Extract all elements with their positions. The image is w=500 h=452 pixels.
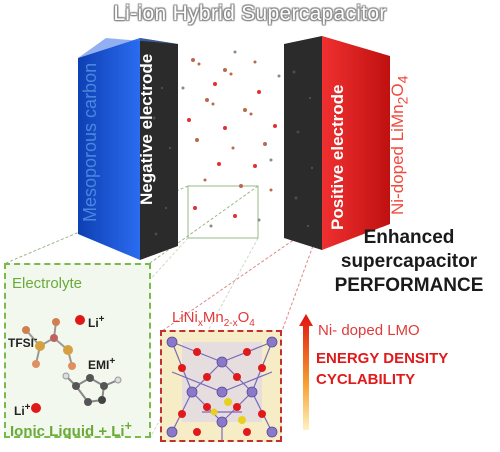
ni-doped-lmo-label: Ni- doped LMO bbox=[318, 322, 420, 339]
crystal-formula: LiNixMn2-xO4 bbox=[172, 309, 255, 329]
ionic-liquid-label: Ionic Liquid + Li+ bbox=[10, 419, 132, 440]
performance-heading: Enhanced supercapacitor PERFORMANCE bbox=[318, 226, 500, 298]
electrolyte-title: Electrolyte bbox=[12, 275, 83, 292]
energy-density-label: ENERGY DENSITY bbox=[316, 350, 449, 367]
positive-electrode bbox=[284, 36, 390, 250]
tfsi-molecule-icon bbox=[22, 318, 76, 370]
crystal-structure-inset bbox=[160, 330, 282, 442]
electrolyte-molecules bbox=[22, 315, 122, 413]
negative-electrode bbox=[78, 38, 178, 260]
performance-line-1: Enhanced bbox=[363, 227, 455, 248]
li-top-label: Li+ bbox=[88, 314, 105, 330]
emi-label: EMI+ bbox=[88, 356, 116, 372]
li-ion-icon bbox=[31, 403, 41, 413]
crystal-lattice-icon bbox=[166, 336, 278, 440]
negative-electrode-label: Negative electrode bbox=[137, 53, 156, 205]
cyclability-label: CYCLABILITY bbox=[316, 371, 416, 388]
positive-material-label: Ni-doped LiMn2O4 bbox=[388, 75, 412, 215]
emi-molecule-icon bbox=[62, 372, 122, 406]
li-ion-icon bbox=[75, 315, 85, 325]
positive-electrode-label: Positive electrode bbox=[328, 84, 347, 230]
tfsi-label: TFSI- bbox=[8, 334, 38, 350]
performance-line-3: PERFORMANCE bbox=[334, 275, 484, 296]
increase-arrow-icon bbox=[299, 314, 313, 430]
electrolyte-inset bbox=[4, 263, 151, 438]
negative-material-label: Mesoporous carbon bbox=[80, 62, 100, 222]
diagram-title: Li-ion Hybrid Supercapacitor bbox=[113, 2, 387, 25]
ion-cloud bbox=[181, 50, 281, 228]
li-bottom-label: Li+ bbox=[14, 402, 31, 418]
performance-line-2: supercapacitor bbox=[340, 251, 478, 272]
